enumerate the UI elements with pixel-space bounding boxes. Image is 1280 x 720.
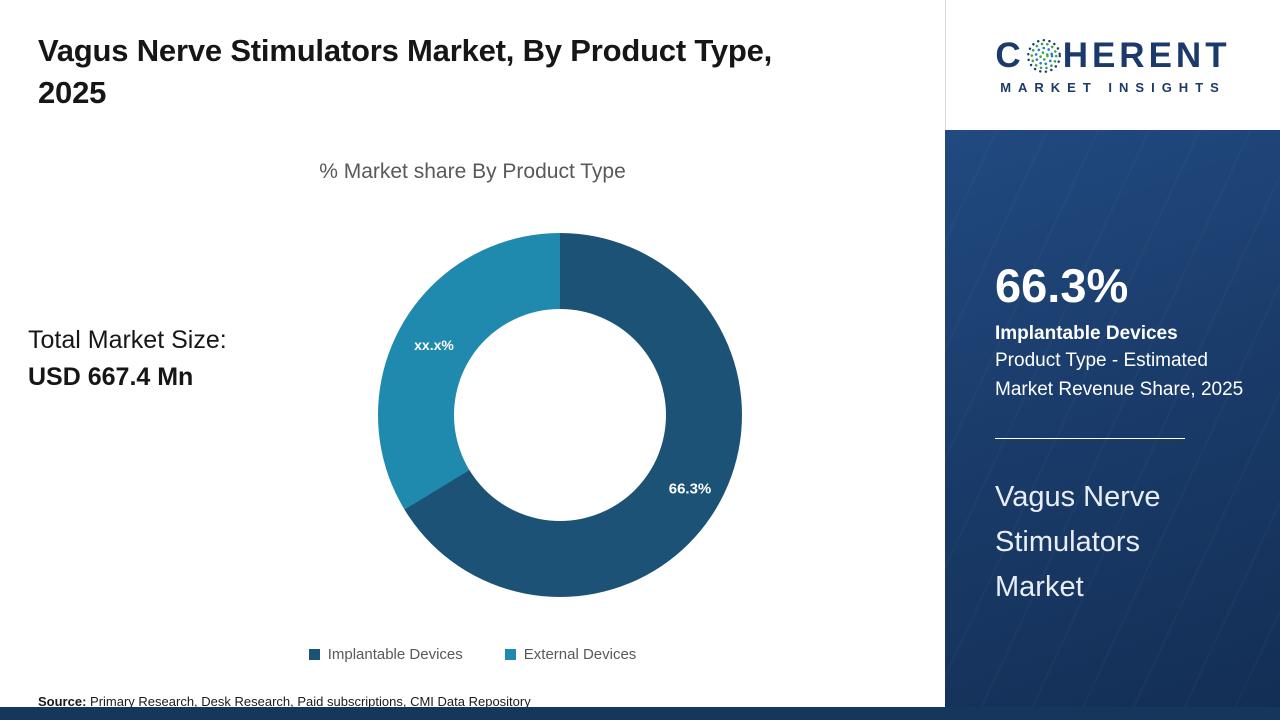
donut-chart: 66.3% xx.x% bbox=[378, 233, 742, 597]
chart-title: % Market share By Product Type bbox=[319, 160, 626, 183]
slice-label-external: xx.x% bbox=[414, 337, 454, 353]
legend-item-external: External Devices bbox=[504, 646, 637, 663]
total-market-size-label: Total Market Size: bbox=[28, 326, 227, 354]
main-area: Vagus Nerve Stimulators Market, By Produ… bbox=[0, 33, 945, 709]
highlight-panel: 66.3% Implantable Devices Product Type -… bbox=[945, 130, 1280, 720]
bottom-accent-bar bbox=[0, 707, 1280, 720]
source-label: Source: bbox=[38, 694, 87, 709]
sidebar: C HERENT MARKET INSIGHTS 66.3% bbox=[945, 0, 1280, 720]
brand-subtitle: MARKET INSIGHTS bbox=[1000, 79, 1226, 95]
brand-name-rest: HERENT bbox=[1062, 35, 1231, 75]
legend-label-implantable: Implantable Devices bbox=[327, 646, 463, 663]
panel-divider bbox=[995, 438, 1185, 439]
brand-name: C HERENT bbox=[995, 36, 1230, 76]
slice-label-implantable: 66.3% bbox=[668, 480, 712, 498]
brand-logo: C HERENT MARKET INSIGHTS bbox=[945, 0, 1280, 130]
page-title: Vagus Nerve Stimulators Market, By Produ… bbox=[38, 33, 773, 110]
donut-hole bbox=[454, 309, 666, 521]
market-name: Vagus Nerve Stimulators Market bbox=[995, 481, 1161, 603]
globe-dots-icon bbox=[1026, 38, 1061, 73]
legend-label-external: External Devices bbox=[523, 646, 637, 663]
source-text: Primary Research, Desk Research, Paid su… bbox=[86, 694, 531, 709]
legend-item-implantable: Implantable Devices bbox=[308, 646, 463, 663]
highlight-stat-description: Product Type - Estimated Market Revenue … bbox=[995, 350, 1244, 400]
brand-name-prefix: C bbox=[995, 35, 1025, 75]
total-market-size-block: Total Market Size: USD 667.4 Mn bbox=[28, 326, 227, 392]
chart-legend: Implantable Devices External Devices bbox=[0, 646, 945, 663]
legend-swatch-implantable-icon bbox=[308, 649, 320, 660]
highlight-stat-value: 66.3% bbox=[995, 259, 1129, 312]
total-market-size-value: USD 667.4 Mn bbox=[28, 363, 194, 391]
source-line: Source: Primary Research, Desk Research,… bbox=[38, 694, 531, 709]
legend-swatch-external-icon bbox=[504, 649, 516, 660]
highlight-stat-title: Implantable Devices bbox=[995, 323, 1178, 344]
